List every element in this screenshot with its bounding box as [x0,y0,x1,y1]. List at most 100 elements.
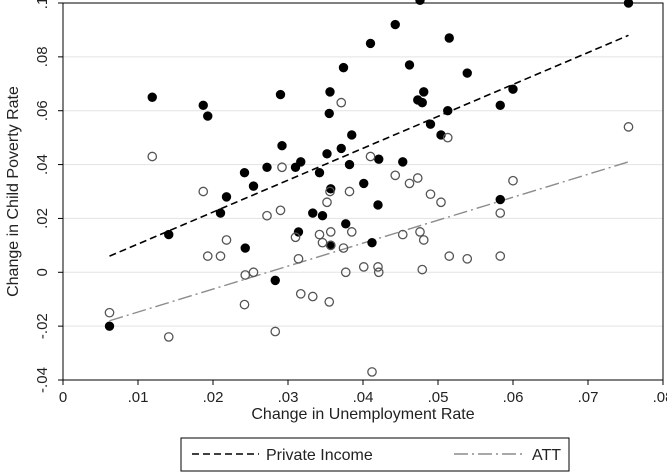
point-private-income [322,149,332,159]
point-private-income [344,159,355,170]
point-att [373,262,383,272]
point-private-income [444,33,454,43]
y-tick-label: -.04 [34,367,51,393]
point-private-income [417,97,427,108]
point-att [104,307,115,318]
point-private-income [325,87,335,97]
point-att [367,367,377,377]
point-private-income [367,237,377,248]
point-private-income [314,167,325,178]
point-att [462,253,473,264]
point-private-income [104,321,115,331]
point-private-income [365,38,376,49]
x-tick-label: .08 [653,389,667,406]
point-att [346,227,357,237]
y-tick-label: -.02 [34,313,51,339]
point-private-income [248,181,259,191]
point-att [444,251,455,261]
x-tick-label: .07 [578,389,599,406]
point-att [293,253,304,264]
point-att [415,227,425,237]
x-tick-label: .03 [278,389,299,406]
point-private-income [147,92,157,102]
point-att [412,173,423,183]
x-axis-title: Change in Unemployment Rate [251,406,474,423]
point-att [417,264,428,275]
point-att [198,186,209,197]
y-tick-label: .1 [34,0,51,9]
point-att [275,205,286,216]
point-att [147,151,158,162]
point-private-income [425,119,436,129]
point-att [495,251,506,261]
point-private-income [275,89,286,100]
x-tick-label: .05 [428,389,449,406]
point-private-income [404,60,415,70]
point-private-income [419,87,429,97]
point-private-income [324,108,334,119]
point-att [270,326,281,337]
point-att [397,229,408,240]
point-att [240,270,251,280]
point-att [307,291,318,302]
point-att [202,251,213,261]
point-att [340,267,351,278]
x-tick-label: 0 [59,389,67,406]
y-tick-label: .02 [34,208,51,229]
point-att [425,189,436,200]
point-private-income [317,211,328,221]
point-private-income [198,100,208,111]
point-private-income [508,84,518,94]
point-att [324,297,335,307]
point-private-income [359,178,369,189]
fit-line [109,34,629,257]
point-att [295,288,306,299]
point-private-income [203,111,213,121]
point-att [248,267,259,278]
point-att [344,186,355,197]
point-att [338,243,349,253]
x-axis-ticks: 0 .01 .02 .03 .04 .05 .06 .07 .08 [59,380,667,406]
legend: Private Income ATT [180,437,570,472]
point-private-income [240,243,250,253]
y-tick-label: .06 [34,100,51,121]
point-private-income [308,208,318,218]
y-tick-label: 0 [34,268,51,276]
point-private-income [296,157,306,167]
point-att [418,235,429,245]
x-tick-label: .01 [128,389,149,406]
x-tick-label: .06 [503,389,524,406]
point-att [365,151,376,162]
y-axis-title: Change in Child Poverty Rate [5,86,22,297]
point-att [317,237,328,248]
legend-label-att: ATT [532,447,561,464]
y-tick-label: .04 [34,154,51,175]
point-att [436,197,446,208]
point-private-income [270,275,280,286]
point-att [322,197,332,208]
point-private-income [495,100,505,111]
point-att [390,170,401,181]
point-private-income [390,19,400,30]
point-private-income [373,200,383,210]
point-att [373,267,384,278]
y-axis-ticks: -.04 -.02 0 .02 .04 .06 .08 .1 [34,0,63,393]
point-private-income [443,106,453,116]
x-tick-label: .04 [353,389,374,406]
point-private-income [262,162,272,172]
point-att [358,262,369,272]
point-att [325,186,335,197]
point-private-income [374,154,384,164]
point-att [163,332,174,342]
point-private-income [398,157,408,167]
point-att [495,208,506,218]
point-private-income [341,219,351,229]
point-private-income [164,229,174,240]
point-att [314,229,325,240]
point-private-income [338,62,349,73]
point-att [442,132,453,143]
point-private-income [336,143,346,154]
point-att [623,122,634,132]
point-att [508,175,518,186]
